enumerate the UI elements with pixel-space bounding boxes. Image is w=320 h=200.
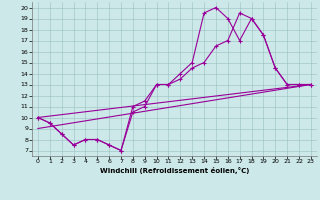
X-axis label: Windchill (Refroidissement éolien,°C): Windchill (Refroidissement éolien,°C) [100, 167, 249, 174]
